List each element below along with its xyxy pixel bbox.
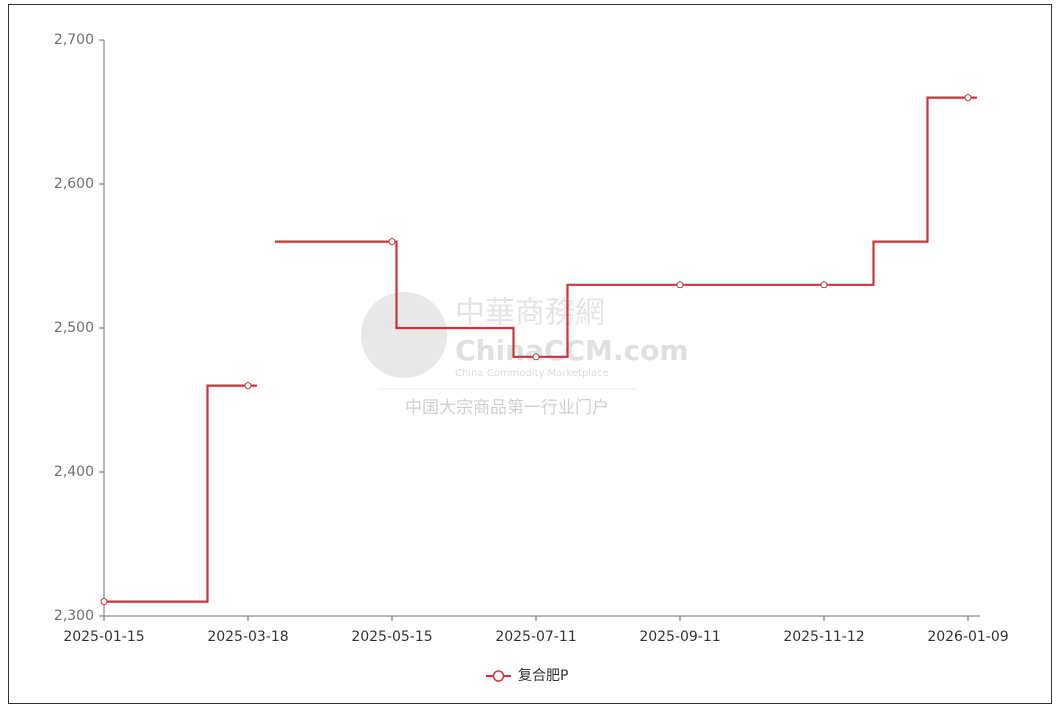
y-tick-label: 2,400: [54, 464, 94, 480]
watermark-text: 中華商務網: [455, 296, 605, 331]
x-tick-label: 2025-05-15: [351, 629, 432, 645]
x-tick-label: 2025-07-11: [495, 629, 576, 645]
y-tick-label: 2,700: [54, 32, 94, 48]
point-marker: [100, 598, 108, 606]
series-line: [104, 384, 257, 603]
frame: [8, 4, 1052, 704]
point-marker: [676, 281, 684, 289]
point-marker: [964, 94, 972, 102]
x-tick-label: 2025-09-11: [639, 629, 720, 645]
watermark-text: ChinaCCM.com: [455, 334, 689, 367]
x-tick-label: 2025-01-15: [63, 629, 144, 645]
legend-marker: [492, 670, 505, 682]
x-tick-label: 2026-01-09: [927, 629, 1008, 645]
watermark: 中華商務網 ChinaCCM.com China Commodity Marke…: [361, 292, 689, 418]
watermark-text: 中国大宗商品第一行业门户: [405, 398, 609, 418]
point-marker: [244, 382, 252, 390]
y-tick-label: 2,500: [54, 320, 94, 336]
watermark-text: China Commodity Marketplace: [455, 368, 609, 379]
x-tick-label: 2025-11-12: [783, 629, 864, 645]
series-line: [275, 96, 977, 358]
x-tick-label: 2025-03-18: [207, 629, 288, 645]
point-marker: [388, 238, 396, 246]
watermark-globe: [361, 292, 447, 378]
y-tick-label: 2,600: [54, 176, 94, 192]
point-marker: [820, 281, 828, 289]
legend-label: 复合肥P: [518, 667, 568, 684]
y-tick-label: 2,300: [54, 608, 94, 624]
point-marker: [532, 353, 540, 361]
